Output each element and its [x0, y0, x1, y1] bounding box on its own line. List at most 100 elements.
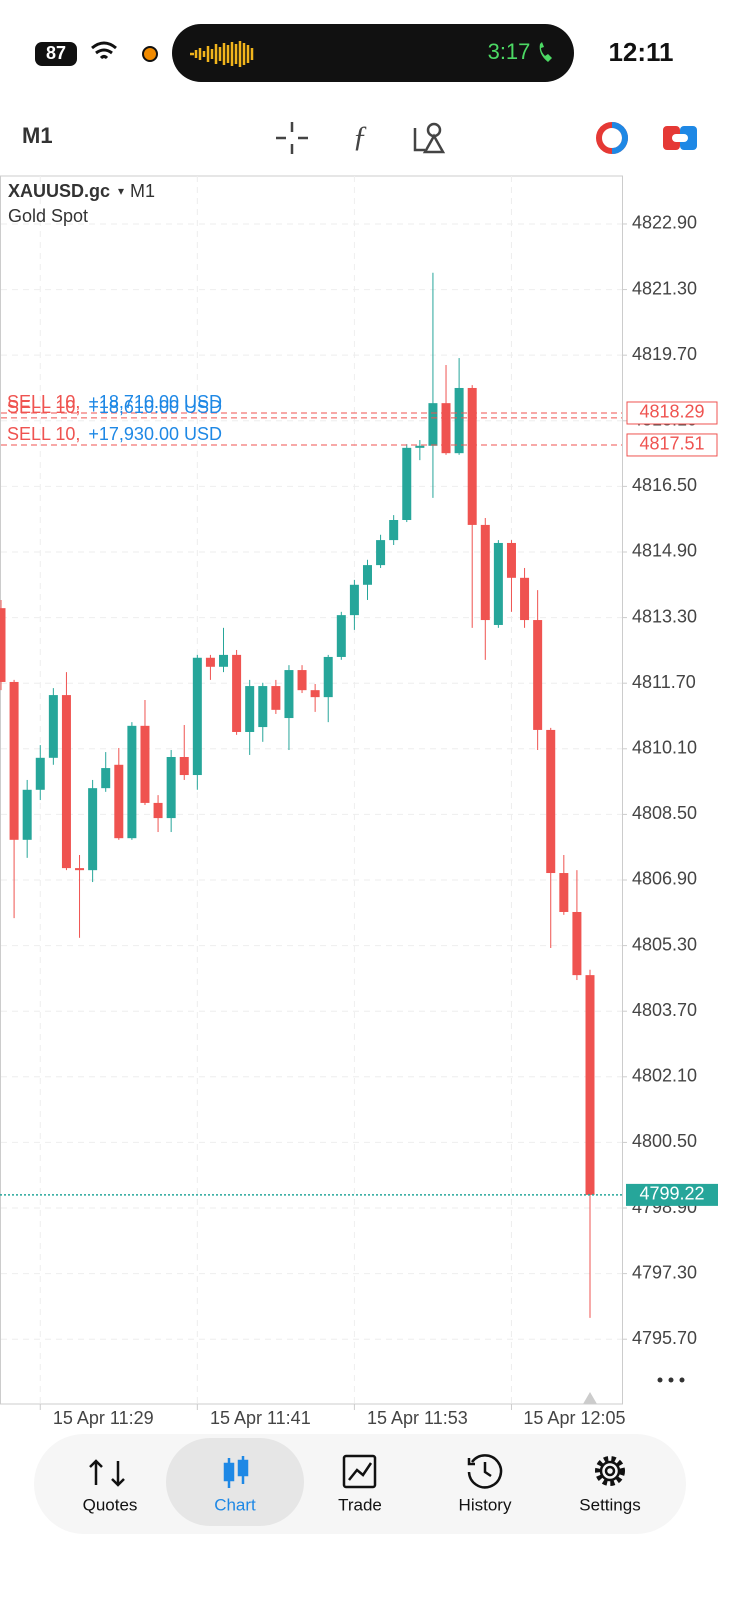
- chart: 4822.904821.304819.704818.104816.504814.…: [0, 176, 718, 1428]
- wifi-icon: [91, 41, 117, 60]
- candle-body: [205, 657, 215, 667]
- history-icon[interactable]: [467, 1454, 503, 1489]
- candle-body: [297, 670, 307, 691]
- order-profit: +18,610.00 USD: [88, 397, 222, 417]
- candle-body: [362, 565, 372, 585]
- tabs: Quotes Chart Trade History Settings: [83, 1495, 641, 1514]
- x-tick-label: 15 Apr 11:53: [367, 1408, 468, 1428]
- active-tab-bg: [166, 1438, 304, 1526]
- x-tick-label: 15 Apr 11:29: [53, 1408, 154, 1428]
- clock: 12:11: [608, 37, 673, 67]
- candle-body: [585, 975, 595, 1195]
- chart-frame: [0, 175, 623, 1405]
- current-price-tag: [626, 1183, 718, 1206]
- candle-body: [520, 577, 530, 621]
- tab-label[interactable]: Chart: [214, 1495, 256, 1514]
- y-tick-label: 4814.90: [632, 541, 697, 561]
- chart-icon[interactable]: [223, 1456, 249, 1488]
- y-tick-label: 4805.30: [632, 934, 697, 954]
- order-profit: +18,710.00 USD: [88, 392, 222, 412]
- y-tick-label: 4803.70: [632, 1000, 697, 1020]
- x-tick-label: 15 Apr 12:05: [523, 1408, 625, 1428]
- candle-body: [402, 447, 412, 521]
- tab-label[interactable]: Quotes: [83, 1495, 138, 1514]
- tab-label[interactable]: Settings: [579, 1495, 640, 1514]
- candle-body: [546, 729, 556, 874]
- timeframe-button[interactable]: M1: [22, 123, 53, 148]
- candle-body: [336, 615, 346, 657]
- candle-body: [35, 757, 45, 790]
- y-tick-label: 4821.30: [632, 278, 697, 298]
- candle-body: [441, 403, 451, 454]
- candle-body: [572, 911, 582, 976]
- y-tick-label: 4797.30: [632, 1262, 697, 1282]
- candle-body: [88, 788, 98, 871]
- symbol-name: XAUUSD.gc: [8, 181, 110, 201]
- candle-body: [467, 387, 477, 525]
- battery-level: 87: [46, 43, 66, 63]
- order-label: SELL 10, +18,710.00 USD: [7, 392, 222, 412]
- trade-tab-icon[interactable]: [342, 1454, 377, 1489]
- crosshair-icon[interactable]: [276, 122, 308, 154]
- settings-icon[interactable]: [595, 1456, 625, 1486]
- trade-icon[interactable]: [663, 126, 697, 150]
- candle-body: [127, 725, 137, 839]
- tab-bar: [34, 1434, 686, 1534]
- tab-label[interactable]: History: [459, 1495, 512, 1514]
- candle-body: [415, 445, 425, 448]
- timeframe-marker: ▾: [118, 184, 124, 198]
- candle-body: [533, 620, 543, 730]
- order-label: SELL 10, +17,930.00 USD: [7, 424, 222, 444]
- candle-body: [9, 681, 19, 840]
- candle-body: [192, 657, 202, 776]
- symbol-description: Gold Spot: [8, 206, 88, 226]
- objects-icon[interactable]: [413, 122, 446, 154]
- candle-body: [75, 868, 85, 871]
- x-tick-label: 15 Apr 11:41: [210, 1408, 311, 1428]
- candle-body: [389, 520, 399, 541]
- candle-body: [310, 690, 320, 698]
- candle-body: [559, 873, 569, 912]
- candle-body: [22, 789, 32, 840]
- y-tick-label: 4806.90: [632, 869, 697, 889]
- battery: [35, 42, 77, 66]
- candle-body: [454, 387, 464, 454]
- account-icon[interactable]: [596, 122, 628, 154]
- candle-body: [0, 608, 6, 682]
- candle-body: [153, 802, 163, 819]
- candle-body: [114, 764, 124, 839]
- y-tick-label: 4822.90: [632, 213, 697, 233]
- y-tick-label: 4802.10: [632, 1066, 697, 1086]
- candle-body: [271, 686, 281, 710]
- candle-body: [480, 524, 490, 621]
- candle-body: [140, 725, 150, 803]
- indicators-icon[interactable]: ƒ: [353, 120, 368, 153]
- candle-body: [219, 654, 229, 667]
- candle-body: [506, 542, 516, 578]
- audio-wave: [190, 41, 254, 67]
- order-profit: +17,930.00 USD: [88, 424, 222, 444]
- order-price: 4818.29: [639, 402, 704, 422]
- candle-body: [48, 695, 58, 758]
- scroll-marker: [583, 1392, 597, 1404]
- y-tick-label: 4795.70: [632, 1328, 697, 1348]
- y-tick-label: 4810.10: [632, 738, 697, 758]
- order-price: 4817.51: [639, 434, 704, 454]
- more-icon[interactable]: [657, 1377, 685, 1383]
- candle-body: [493, 542, 503, 625]
- y-tick-label: 4813.30: [632, 606, 697, 626]
- y-tick-label: 4816.50: [632, 475, 697, 495]
- order-price-tag: [626, 433, 718, 457]
- phone-icon: [539, 42, 552, 62]
- quotes-icon[interactable]: [89, 1459, 125, 1487]
- symbol-timeframe: M1: [130, 181, 155, 201]
- recording-dot: [142, 46, 158, 62]
- order-side: SELL 10,: [7, 392, 80, 412]
- candle-body: [232, 654, 242, 732]
- tab-label[interactable]: Trade: [338, 1495, 382, 1514]
- y-tick-label: 4800.50: [632, 1131, 697, 1151]
- candle-body: [245, 686, 255, 732]
- y-tick-label: 4819.70: [632, 344, 697, 364]
